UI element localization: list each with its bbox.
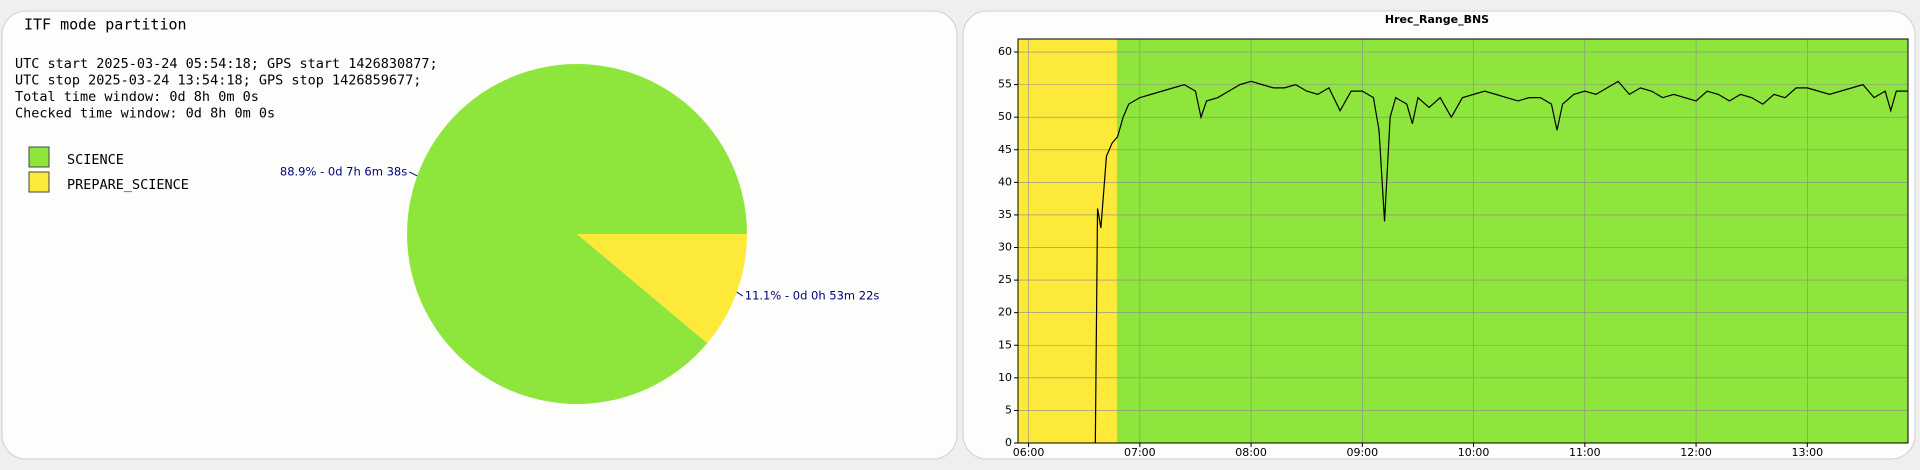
info-line: UTC stop 2025-03-24 13:54:18; GPS stop 1… [15,73,421,89]
info-line: Total time window: 0d 8h 0m 0s [15,89,259,105]
x-tick-label: 09:00 [1346,446,1378,459]
slice-label: 11.1% - 0d 0h 53m 22s [745,289,880,303]
legend-label: SCIENCE [67,152,124,168]
plot-frame [1017,38,1909,444]
y-tick-label: 5 [1005,403,1012,416]
x-tick-label: 06:00 [1013,446,1045,459]
y-tick-label: 60 [998,45,1012,58]
range-line [1094,80,1908,444]
y-tick-label: 15 [998,338,1012,351]
y-tick-label: 35 [998,208,1012,221]
mode-band [1018,39,1118,443]
legend-label: PREPARE_SCIENCE [67,177,189,193]
line-title: Hrec_Range_BNS [1385,13,1489,26]
x-tick-label: 10:00 [1458,446,1490,459]
x-tick-label: 07:00 [1124,446,1156,459]
label-leader [409,171,418,177]
info-line: UTC start 2025-03-24 05:54:18; GPS start… [15,56,438,72]
legend-swatch [28,171,50,193]
x-tick-label: 08:00 [1235,446,1267,459]
x-tick-label: 13:00 [1791,446,1823,459]
y-tick-label: 55 [998,78,1012,91]
y-tick-label: 50 [998,110,1012,123]
pie-title: ITF mode partition [24,16,187,34]
mode-band [1117,39,1908,443]
legend-swatch [28,146,50,168]
x-tick-label: 12:00 [1680,446,1712,459]
y-tick-label: 10 [998,371,1012,384]
info-line: Checked time window: 0d 8h 0m 0s [15,106,275,122]
pie-slice [577,234,747,344]
y-tick-label: 45 [998,143,1012,156]
x-tick-label: 11:00 [1569,446,1601,459]
slice-label: 88.9% - 0d 7h 6m 38s [280,164,407,178]
pie-slice [407,63,748,404]
y-tick-label: 25 [998,273,1012,286]
y-tick-label: 30 [998,241,1012,254]
y-tick-label: 40 [998,175,1012,188]
label-leader [736,291,744,297]
y-tick-label: 20 [998,306,1012,319]
y-tick-label: 0 [1005,436,1012,449]
